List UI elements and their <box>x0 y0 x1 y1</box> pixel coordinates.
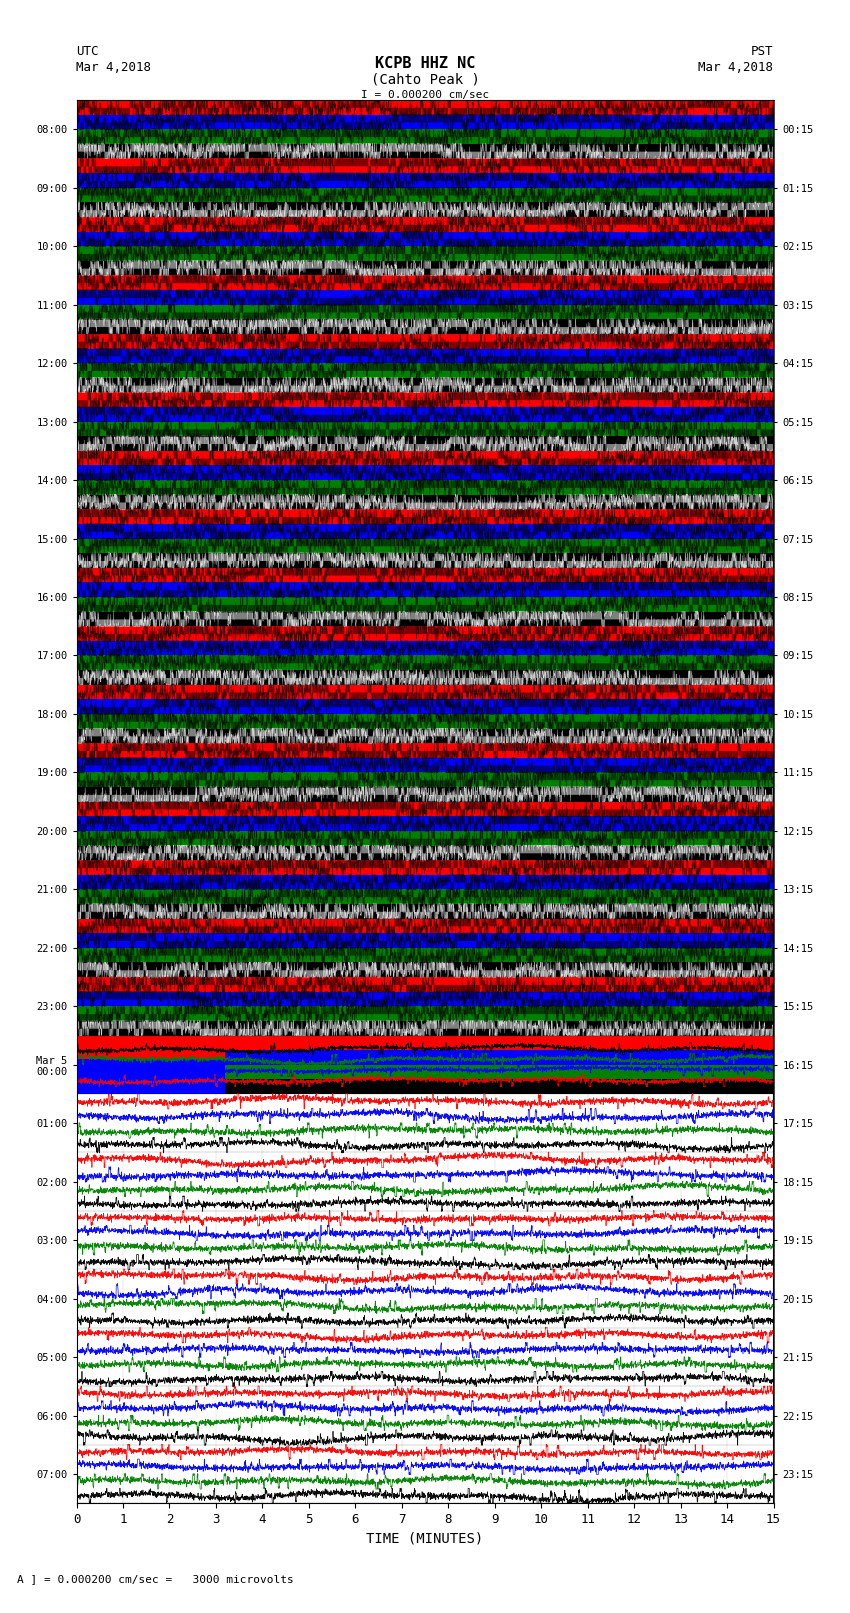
X-axis label: TIME (MINUTES): TIME (MINUTES) <box>366 1532 484 1545</box>
Text: Mar 4,2018: Mar 4,2018 <box>76 61 151 74</box>
Text: I = 0.000200 cm/sec: I = 0.000200 cm/sec <box>361 90 489 100</box>
Bar <box>76 319 774 334</box>
Bar <box>76 1021 774 1036</box>
Bar <box>76 611 774 626</box>
Bar <box>76 452 774 466</box>
Bar <box>76 831 774 845</box>
Bar <box>76 363 774 377</box>
Bar <box>76 392 774 406</box>
Bar <box>76 787 774 802</box>
Bar <box>76 948 774 963</box>
Bar <box>76 510 774 524</box>
Bar <box>76 187 774 202</box>
Bar <box>76 158 774 173</box>
Bar <box>76 919 774 934</box>
Bar <box>76 963 774 977</box>
Bar <box>76 421 774 436</box>
Bar <box>76 1036 225 1060</box>
Bar <box>76 977 774 992</box>
Bar <box>76 640 774 655</box>
Bar <box>76 495 774 510</box>
Bar <box>76 773 774 787</box>
Bar <box>76 582 774 597</box>
Bar <box>76 115 774 129</box>
Bar <box>76 715 774 729</box>
Bar <box>76 669 774 686</box>
Text: UTC: UTC <box>76 45 99 58</box>
Bar <box>76 305 774 319</box>
Bar <box>76 860 774 874</box>
Bar <box>76 758 774 773</box>
Bar <box>76 261 774 276</box>
Bar <box>76 597 774 611</box>
Bar <box>76 466 774 481</box>
Bar <box>76 1007 774 1021</box>
Bar <box>76 334 774 348</box>
Text: (Cahto Peak ): (Cahto Peak ) <box>371 73 479 87</box>
Bar <box>76 232 774 247</box>
Bar <box>76 406 774 421</box>
Bar <box>76 568 774 582</box>
Bar <box>76 934 774 948</box>
Text: Mar 4,2018: Mar 4,2018 <box>699 61 774 74</box>
Bar <box>76 377 774 392</box>
Bar <box>76 700 774 715</box>
Bar <box>76 626 774 640</box>
Bar <box>76 144 774 158</box>
Bar <box>76 874 774 889</box>
Text: KCPB HHZ NC: KCPB HHZ NC <box>375 56 475 71</box>
Bar <box>76 100 774 115</box>
Bar <box>76 524 774 539</box>
Bar <box>76 173 774 187</box>
Bar <box>76 481 774 495</box>
Bar <box>76 1050 774 1065</box>
Bar <box>76 539 774 553</box>
Bar <box>76 729 774 744</box>
Bar <box>76 816 774 831</box>
Bar <box>76 1065 774 1079</box>
Text: A ] = 0.000200 cm/sec =   3000 microvolts: A ] = 0.000200 cm/sec = 3000 microvolts <box>17 1574 294 1584</box>
Bar <box>76 1036 225 1094</box>
Bar <box>76 992 774 1007</box>
Bar <box>76 218 774 232</box>
Bar <box>76 202 774 218</box>
Bar <box>76 903 774 919</box>
Bar <box>76 348 774 363</box>
Bar <box>76 553 774 568</box>
Bar <box>76 744 774 758</box>
Bar <box>76 290 774 305</box>
Bar <box>76 889 774 903</box>
Bar <box>76 1036 774 1050</box>
Bar <box>76 655 774 669</box>
Bar <box>76 129 774 144</box>
Bar <box>76 436 774 450</box>
Bar <box>76 686 774 700</box>
Bar <box>76 1079 774 1094</box>
Bar <box>76 802 774 816</box>
Text: PST: PST <box>751 45 774 58</box>
Bar <box>76 845 774 860</box>
Bar <box>76 276 774 290</box>
Bar <box>76 247 774 261</box>
